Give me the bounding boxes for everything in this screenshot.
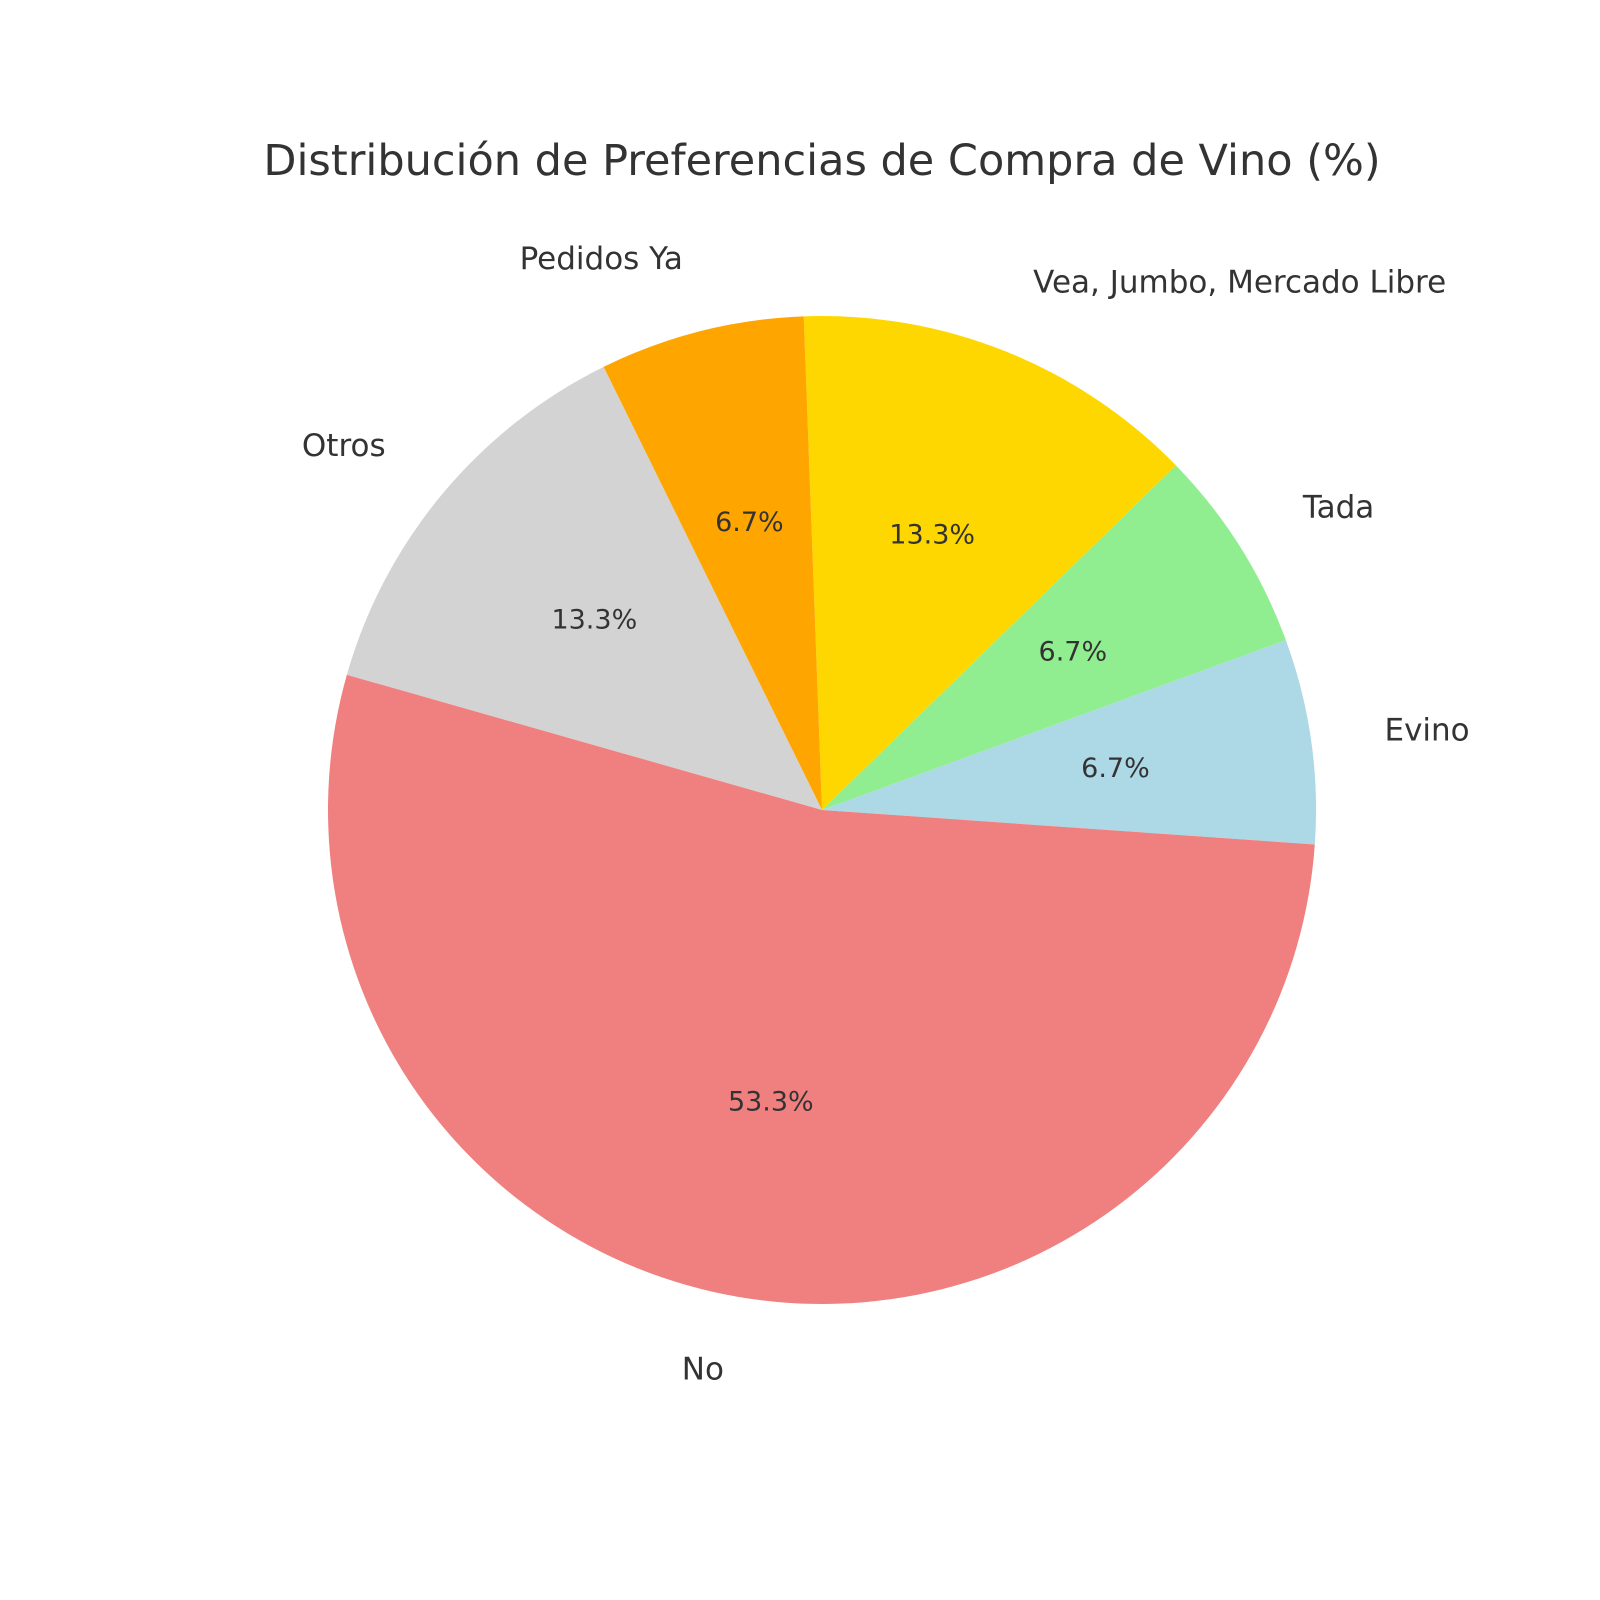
chart-title: Distribución de Preferencias de Compra d… bbox=[263, 136, 1380, 186]
pie-slice-evino bbox=[822, 640, 1317, 845]
pie-slice-vea-jumbo-mercado-libre bbox=[803, 316, 1176, 810]
slice-label-tada: Tada bbox=[1302, 489, 1374, 525]
pie-slices bbox=[327, 316, 1317, 1304]
slice-label-otros: Otros bbox=[302, 428, 386, 464]
pie-slice-otros bbox=[346, 366, 822, 810]
slice-label-vea-jumbo-mercado-libre: Vea, Jumbo, Mercado Libre bbox=[1033, 265, 1446, 301]
pie-slice-pedidos-ya bbox=[603, 316, 822, 810]
pct-label-otros: 13.3% bbox=[551, 605, 637, 636]
pct-label-vea-jumbo-mercado-libre: 13.3% bbox=[889, 519, 975, 550]
pie-slice-no bbox=[327, 674, 1315, 1304]
slice-label-no: No bbox=[682, 1352, 724, 1388]
pie-labels: Evino 6.7% Tada 6.7% Vea, Jumbo, Mercado Lib… bbox=[302, 241, 1470, 1387]
slice-label-evino: Evino bbox=[1384, 712, 1469, 748]
pct-label-tada: 6.7% bbox=[1039, 637, 1108, 668]
pct-label-pedidos-ya: 6.7% bbox=[715, 507, 784, 538]
pie-slice-tada bbox=[822, 465, 1286, 810]
slice-label-pedidos-ya: Pedidos Ya bbox=[520, 241, 683, 277]
pct-label-no: 53.3% bbox=[728, 1086, 814, 1117]
pct-label-evino: 6.7% bbox=[1081, 753, 1150, 784]
